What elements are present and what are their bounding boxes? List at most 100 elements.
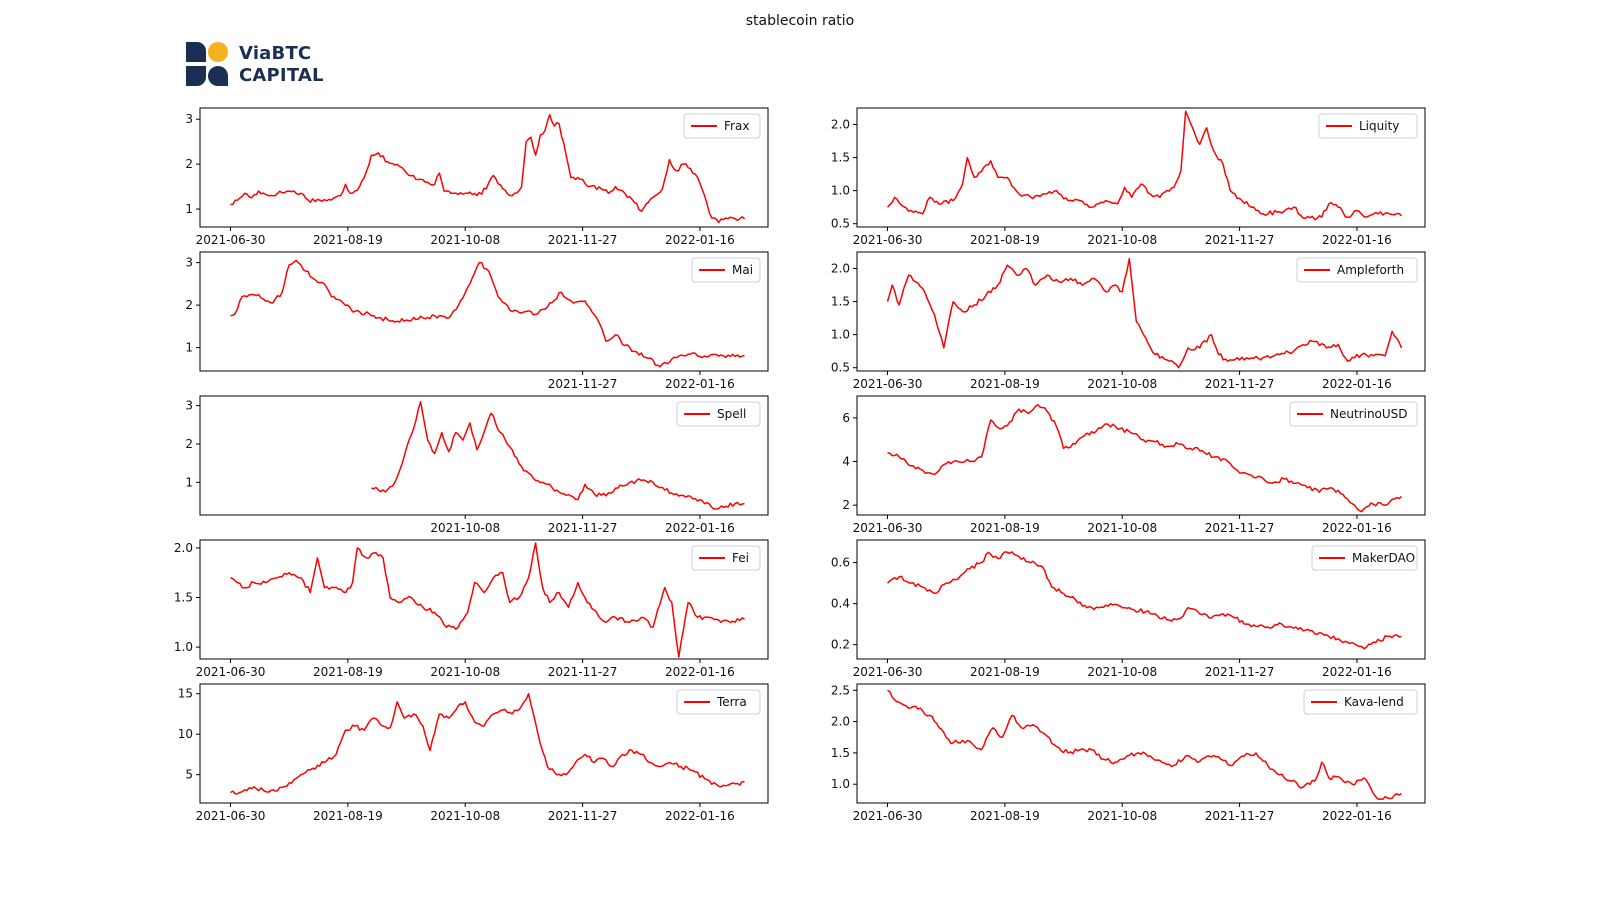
axes-frame — [856, 251, 1426, 372]
x-tick-label: 2021-10-08 — [430, 233, 500, 247]
legend: Kava-lend — [1303, 689, 1418, 715]
y-tick-label: 1.0 — [174, 640, 193, 654]
legend-label: Mai — [732, 263, 753, 277]
axes-frame — [199, 539, 769, 660]
x-tick-label: 2021-06-30 — [853, 665, 923, 679]
x-tick-label: 2021-10-08 — [430, 809, 500, 823]
x-tick-label: 2021-08-19 — [313, 233, 383, 247]
legend-label: Terra — [716, 695, 747, 709]
x-tick-label: 2021-06-30 — [196, 809, 266, 823]
legend-box — [1296, 257, 1418, 283]
axes-frame — [856, 683, 1426, 804]
brand-mark-icon — [186, 42, 228, 86]
brand-logo: ViaBTC CAPITAL — [186, 42, 346, 90]
y-tick-label: 1 — [185, 202, 193, 216]
legend: Ampleforth — [1296, 257, 1418, 283]
figure-title: stablecoin ratio — [745, 13, 855, 29]
legend: Liquity — [1318, 113, 1418, 139]
y-tick-label: 1.5 — [831, 151, 850, 165]
axes-frame — [199, 107, 769, 228]
x-tick-label: 2021-10-08 — [1087, 665, 1157, 679]
legend-label: Kava-lend — [1344, 695, 1404, 709]
subplot-spell: 1 2 3 2021-10-08 2021-11-27 2022-01-16 Spell — [185, 395, 769, 535]
x-tick-label: 2022-01-16 — [665, 809, 735, 823]
x-tick-label: 2021-11-27 — [1205, 809, 1275, 823]
legend: MakerDAO — [1311, 545, 1418, 571]
subplot-terra: 5 10 15 2021-06-30 2021-08-19 2021-10-08 2021-… — [178, 683, 769, 823]
x-tick-label: 2021-10-08 — [1087, 233, 1157, 247]
y-tick-label: 4 — [842, 455, 850, 469]
legend-box — [1289, 401, 1418, 427]
series-line — [886, 110, 1403, 221]
y-tick-label: 2.0 — [174, 541, 193, 555]
series-line — [230, 113, 746, 224]
x-tick-label: 2022-01-16 — [1322, 665, 1392, 679]
y-tick-label: 1 — [185, 341, 193, 355]
legend: Spell — [676, 401, 761, 427]
y-tick-label: 2.0 — [831, 118, 850, 132]
y-tick-label: 10 — [178, 727, 193, 741]
legend-box — [691, 545, 761, 571]
legend: Mai — [691, 257, 761, 283]
x-tick-label: 2021-06-30 — [196, 665, 266, 679]
legend-box — [676, 401, 761, 427]
subplot-kava-lend: 1.0 1.5 2.0 2.5 2021-06-30 2021-08-19 2021-10-… — [831, 683, 1426, 823]
series-line — [371, 401, 745, 510]
x-tick-label: 2021-11-27 — [1205, 521, 1275, 535]
x-tick-label: 2021-11-27 — [1205, 233, 1275, 247]
x-tick-label: 2021-11-27 — [548, 809, 618, 823]
y-tick-label: 1.0 — [831, 777, 850, 791]
y-tick-label: 0.4 — [831, 597, 850, 611]
legend-label: MakerDAO — [1352, 551, 1415, 565]
series-line — [886, 551, 1402, 650]
y-tick-label: 1.5 — [831, 295, 850, 309]
legend-box — [683, 113, 761, 139]
x-tick-label: 2021-10-08 — [1087, 809, 1157, 823]
y-tick-label: 2 — [185, 157, 193, 171]
axes-frame — [199, 683, 769, 804]
y-tick-label: 0.5 — [831, 361, 850, 375]
legend-box — [1318, 113, 1418, 139]
legend: Frax — [683, 113, 761, 139]
x-tick-label: 2021-11-27 — [548, 233, 618, 247]
subplot-ampleforth: 0.5 1.0 1.5 2.0 2021-06-30 2021-08-19 2021-10-… — [831, 251, 1426, 391]
x-tick-label: 2021-08-19 — [970, 665, 1040, 679]
subplot-liquity: 0.5 1.0 1.5 2.0 2021-06-30 2021-08-19 2021-10-… — [831, 107, 1426, 247]
x-tick-label: 2021-06-30 — [853, 377, 923, 391]
subplot-mai: 1 2 3 2021-11-27 2022-01-16 Mai — [185, 251, 769, 391]
legend-label: Ampleforth — [1337, 263, 1404, 277]
x-tick-label: 2021-06-30 — [853, 233, 923, 247]
x-tick-label: 2021-08-19 — [970, 377, 1040, 391]
x-tick-label: 2021-06-30 — [196, 233, 266, 247]
legend-label: Frax — [724, 119, 749, 133]
series-line — [230, 692, 745, 795]
legend-box — [1311, 545, 1418, 571]
y-tick-label: 1 — [185, 475, 193, 489]
y-tick-label: 3 — [185, 112, 193, 126]
series-line — [887, 403, 1403, 513]
y-tick-label: 1.5 — [174, 591, 193, 605]
x-tick-label: 2022-01-16 — [1322, 377, 1392, 391]
series-line — [230, 259, 745, 368]
series-line — [230, 542, 745, 658]
axes-frame — [199, 395, 769, 516]
x-tick-label: 2021-06-30 — [853, 809, 923, 823]
legend: NeutrinoUSD — [1289, 401, 1418, 427]
series-line — [886, 257, 1403, 369]
legend-box — [1303, 689, 1418, 715]
axes-frame — [856, 539, 1426, 660]
y-tick-label: 0.2 — [831, 638, 850, 652]
x-tick-label: 2022-01-16 — [665, 233, 735, 247]
legend-box — [691, 257, 761, 283]
y-tick-label: 2.0 — [831, 262, 850, 276]
x-tick-label: 2021-08-19 — [313, 809, 383, 823]
x-tick-label: 2021-11-27 — [548, 521, 618, 535]
y-tick-label: 5 — [185, 768, 193, 782]
legend-label: Spell — [717, 407, 746, 421]
y-tick-label: 1.5 — [831, 746, 850, 760]
x-tick-label: 2021-08-19 — [970, 233, 1040, 247]
x-tick-label: 2021-08-19 — [970, 809, 1040, 823]
y-tick-label: 0.5 — [831, 217, 850, 231]
y-tick-label: 15 — [178, 687, 193, 701]
